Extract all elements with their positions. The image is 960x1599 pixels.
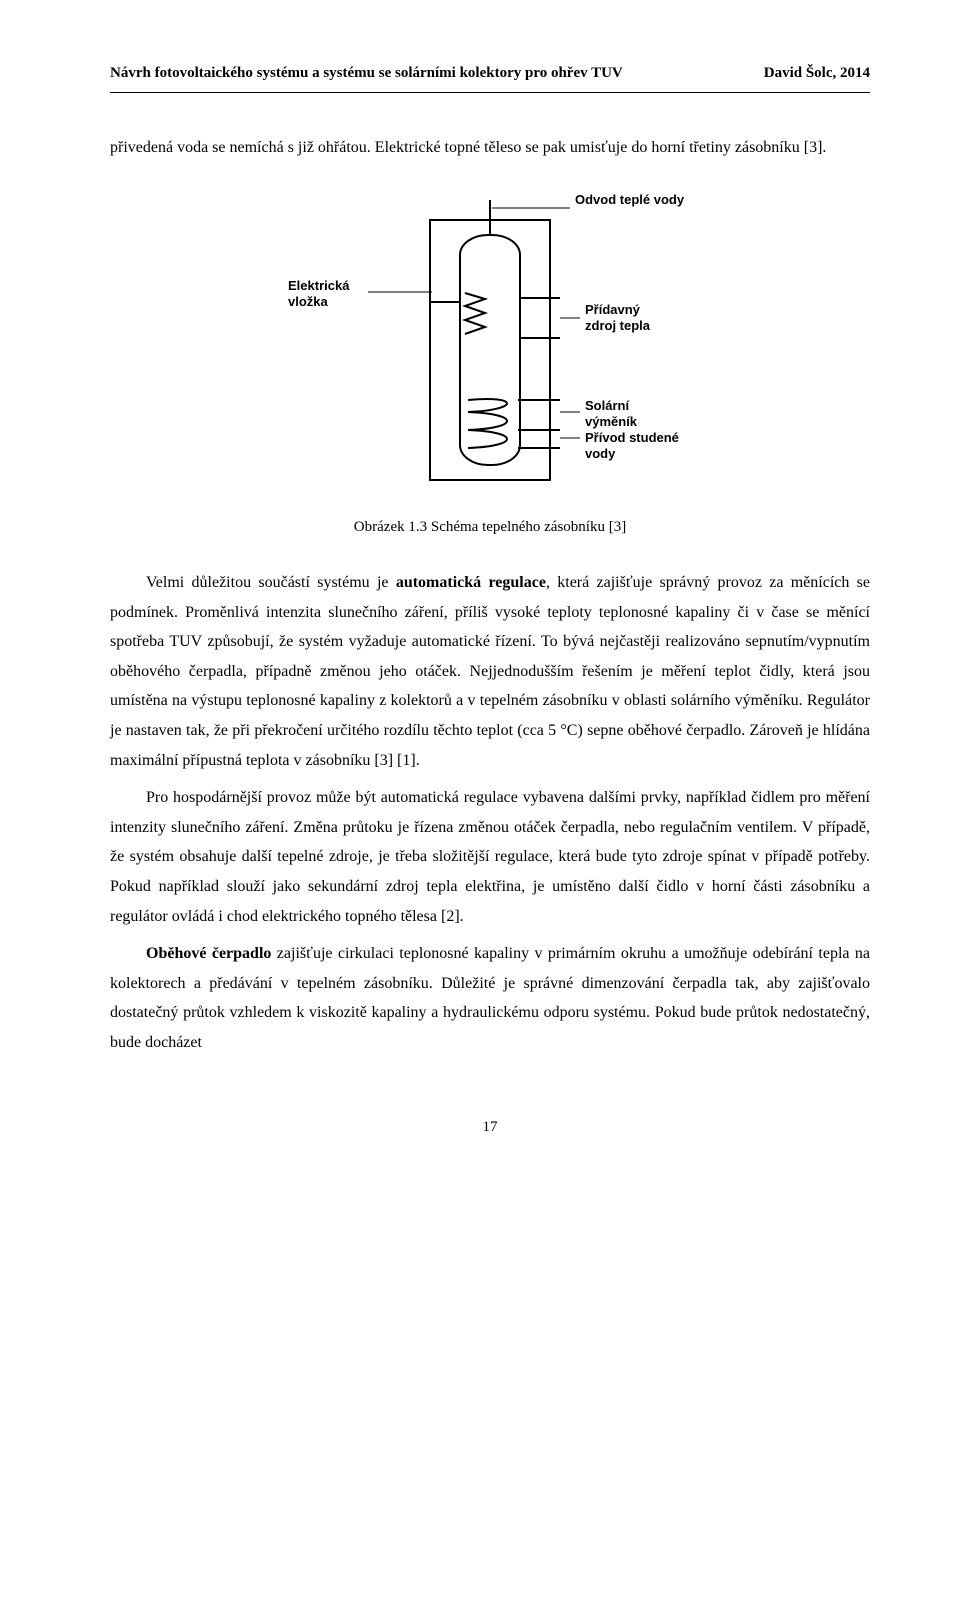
p1-run-b: , která zajišťuje správný provoz za mění…	[110, 574, 870, 769]
label-outlet: Odvod teplé vody	[575, 192, 685, 207]
label-solar-exch: Solární výměník	[585, 398, 638, 429]
header-right: David Šolc, 2014	[764, 60, 870, 88]
intro-paragraph: přivedená voda se nemíchá s již ohřátou.…	[110, 133, 870, 163]
p1-bold: automatická regulace	[396, 574, 546, 591]
paragraph-2: Pro hospodárnější provoz může být automa…	[110, 783, 870, 931]
page-header: Návrh fotovoltaického systému a systému …	[110, 60, 870, 93]
paragraph-1: Velmi důležitou součástí systému je auto…	[110, 568, 870, 775]
diagram-container: Odvod teplé vody Elektrická vložka Přída…	[110, 190, 870, 500]
tank-schematic: Odvod teplé vody Elektrická vložka Přída…	[270, 190, 710, 500]
label-elec-insert: Elektrická vložka	[288, 278, 353, 309]
p3-bold: Oběhové čerpadlo	[146, 945, 271, 962]
paragraph-3: Oběhové čerpadlo zajišťuje cirkulaci tep…	[110, 939, 870, 1057]
label-aux-source: Přídavný zdroj tepla	[585, 302, 651, 333]
p1-run-a: Velmi důležitou součástí systému je	[146, 574, 396, 591]
figure-caption: Obrázek 1.3 Schéma tepelného zásobníku […	[110, 514, 870, 542]
label-cold-inlet: Přívod studené vody	[585, 430, 683, 461]
header-left: Návrh fotovoltaického systému a systému …	[110, 60, 623, 88]
page-number: 17	[110, 1114, 870, 1142]
